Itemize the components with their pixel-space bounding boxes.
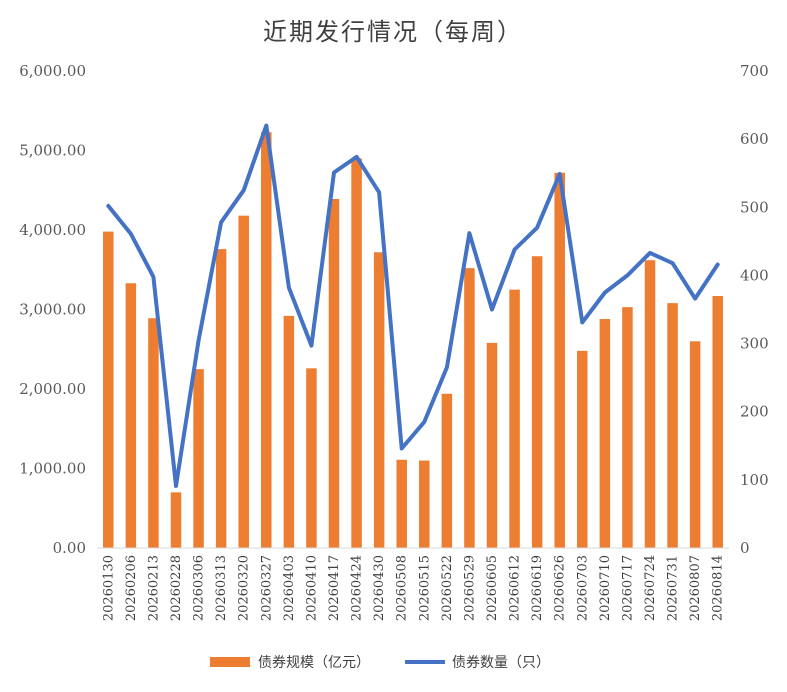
x-tick-label: 20260508 [395,555,410,621]
left-tick-label: 0.00 [53,539,86,557]
right-tick-label: 600 [740,130,769,148]
bar [148,318,159,548]
left-tick-label: 5,000.00 [19,142,86,160]
legend-line-label: 债券数量（只） [452,655,550,671]
bar [667,303,678,548]
right-tick-label: 700 [740,62,769,80]
bar [419,460,430,548]
right-tick-label: 300 [740,335,769,353]
bar [464,268,475,548]
bar [328,198,340,548]
x-tick-label: 20260515 [417,555,432,621]
bar [644,260,656,548]
x-tick-label: 20260529 [462,555,477,621]
x-tick-label: 20260403 [282,555,297,621]
x-tick-label: 20260410 [304,555,319,621]
x-tick-label: 20260619 [530,555,545,621]
x-tick-label: 20260228 [169,555,184,621]
left-tick-label: 1,000.00 [19,460,86,478]
x-tick-label: 20260522 [440,555,455,621]
legend-bar-swatch [210,657,250,667]
right-tick-label: 400 [740,266,769,284]
bar [712,295,723,548]
left-tick-label: 3,000.00 [19,301,86,319]
x-tick-label: 20260327 [259,555,274,621]
right-tick-label: 0 [740,539,750,557]
bar [577,350,588,548]
right-axis: 0 100 200 300 400 500 600 700 [740,62,769,557]
x-tick-label: 20260731 [666,555,681,621]
left-axis: 0.00 1,000.00 2,000.00 3,000.00 4,000.00 5,00… [19,62,86,557]
x-tick-label: 20260724 [643,555,658,621]
left-tick-label: 4,000.00 [19,221,86,239]
right-tick-label: 500 [740,198,769,216]
legend-bar-label: 债券规模（亿元） [258,655,370,671]
x-tick-label: 20260717 [620,555,635,621]
bar [373,252,385,548]
x-axis-ticks: 20260130 20260206 20260213 20260228 20260306… [101,555,725,621]
left-tick-label: 6,000.00 [19,62,86,80]
x-tick-label: 20260814 [711,555,726,621]
x-tick-label: 20260612 [508,555,523,621]
right-tick-label: 200 [740,403,769,421]
bar [599,319,611,548]
x-tick-label: 20260306 [192,555,207,621]
bar [554,172,565,548]
bar [622,307,633,548]
chart-title: 近期发行情况（每周） [263,18,523,46]
line-series [106,123,720,488]
bar-series [103,132,723,548]
x-tick-label: 20260206 [124,555,139,621]
bar [215,249,227,548]
count-line [106,123,720,488]
bar [103,231,114,548]
bar [441,393,453,548]
bar [351,158,362,548]
x-tick-label: 20260213 [146,555,161,621]
bar [689,341,701,548]
bar [125,283,137,548]
bar [486,342,498,548]
right-tick-label: 100 [740,471,769,489]
bar [261,132,272,548]
bar [193,369,204,548]
legend: 债券规模（亿元） 债券数量（只） [210,655,550,671]
bar [531,256,543,548]
x-tick-label: 20260807 [688,555,703,621]
bar [306,368,317,548]
left-tick-label: 2,000.00 [19,380,86,398]
x-tick-label: 20260703 [575,555,590,621]
x-tick-label: 20260710 [598,555,613,621]
bar [238,215,249,548]
x-tick-label: 20260424 [350,555,365,621]
x-tick-label: 20260130 [101,555,116,621]
x-tick-label: 20260430 [372,555,387,621]
x-tick-label: 20260417 [327,555,342,621]
bar [509,289,520,548]
x-tick-label: 20260626 [553,555,568,621]
x-tick-label: 20260320 [237,555,252,621]
bar [283,315,295,548]
x-tick-label: 20260313 [214,555,229,621]
bar [170,492,182,548]
bar [396,459,407,548]
x-tick-label: 20260605 [485,555,500,621]
